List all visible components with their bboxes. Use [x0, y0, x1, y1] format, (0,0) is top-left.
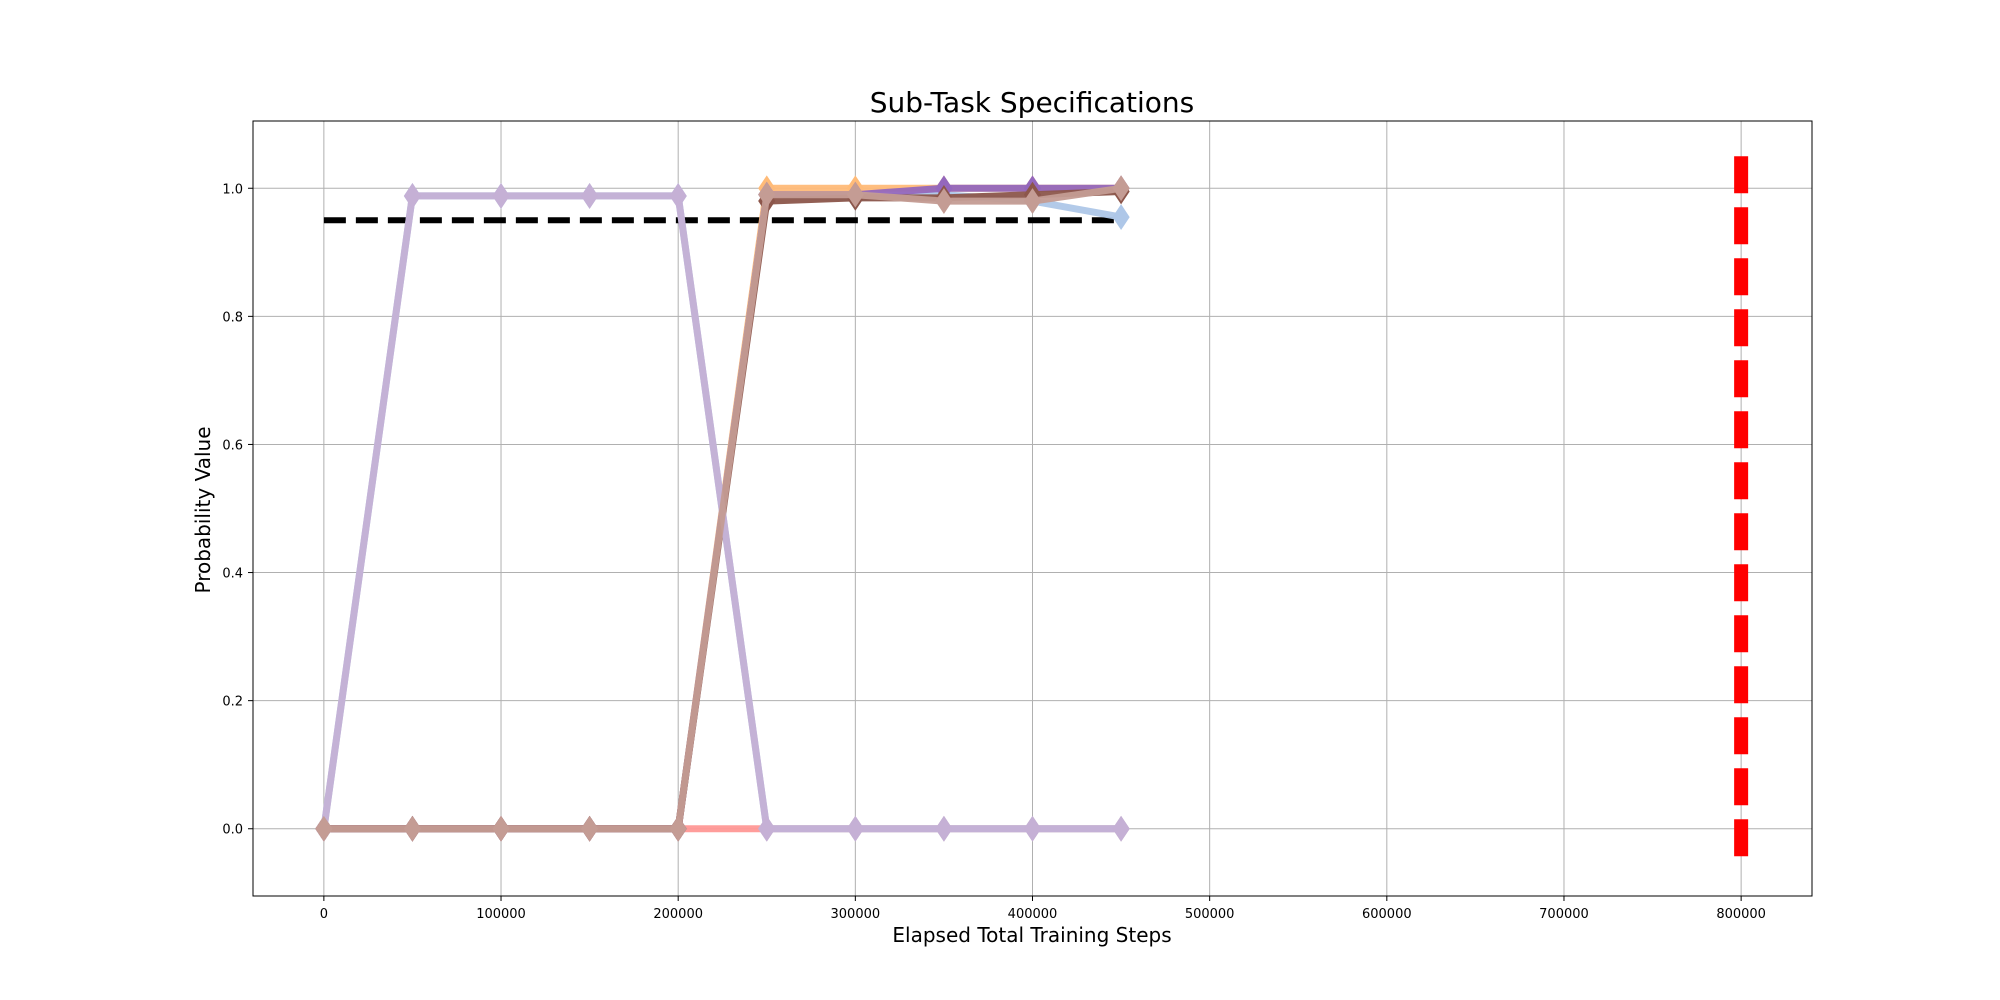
reference-lines: [323, 156, 1749, 861]
y-tick-label: 0.8: [222, 310, 243, 325]
data-point: [935, 815, 953, 842]
y-axis-title: Probability Value: [191, 426, 215, 593]
data-point: [935, 188, 953, 214]
grid: [253, 121, 1812, 896]
x-tick-label: 500000: [1185, 907, 1235, 922]
y-tick-label: 0.4: [222, 567, 243, 582]
x-tick-label: 100000: [476, 907, 526, 922]
data-point: [1112, 204, 1130, 230]
data-point: [1023, 815, 1042, 842]
data-point: [581, 815, 599, 842]
data-point: [315, 815, 333, 842]
series-group: [315, 175, 1130, 842]
data-point: [758, 181, 776, 208]
data-point: [846, 181, 864, 208]
x-tick-label: 200000: [653, 907, 703, 922]
x-axis-title: Elapsed Total Training Steps: [892, 923, 1171, 947]
data-point: [1023, 188, 1042, 214]
ticks: 0 100000 200000 300000 400000 500000 600000 700…: [222, 182, 1766, 922]
x-tick-label: 400000: [1008, 907, 1058, 922]
data-point: [403, 183, 422, 209]
data-point: [758, 815, 776, 842]
x-tick-label: 0: [320, 907, 328, 922]
y-tick-label: 0.0: [222, 823, 243, 838]
y-tick-label: 0.2: [222, 695, 243, 710]
y-tick-label: 0.6: [222, 438, 243, 453]
data-point: [1112, 175, 1130, 202]
x-tick-label: 700000: [1539, 907, 1589, 922]
data-point: [669, 815, 687, 842]
data-point: [581, 183, 599, 209]
data-point: [492, 183, 510, 209]
x-tick-label: 600000: [1362, 907, 1412, 922]
data-point: [403, 815, 422, 842]
series-line: [320, 184, 1125, 833]
data-point: [1112, 815, 1130, 842]
series-8: [315, 175, 1130, 842]
y-tick-label: 1.0: [222, 182, 243, 197]
data-point: [492, 815, 510, 842]
x-tick-label: 300000: [831, 907, 881, 922]
x-tick-label: 800000: [1716, 907, 1766, 922]
data-point: [846, 815, 864, 842]
data-point: [669, 183, 687, 209]
chart-title: Sub-Task Specifications: [870, 86, 1195, 119]
